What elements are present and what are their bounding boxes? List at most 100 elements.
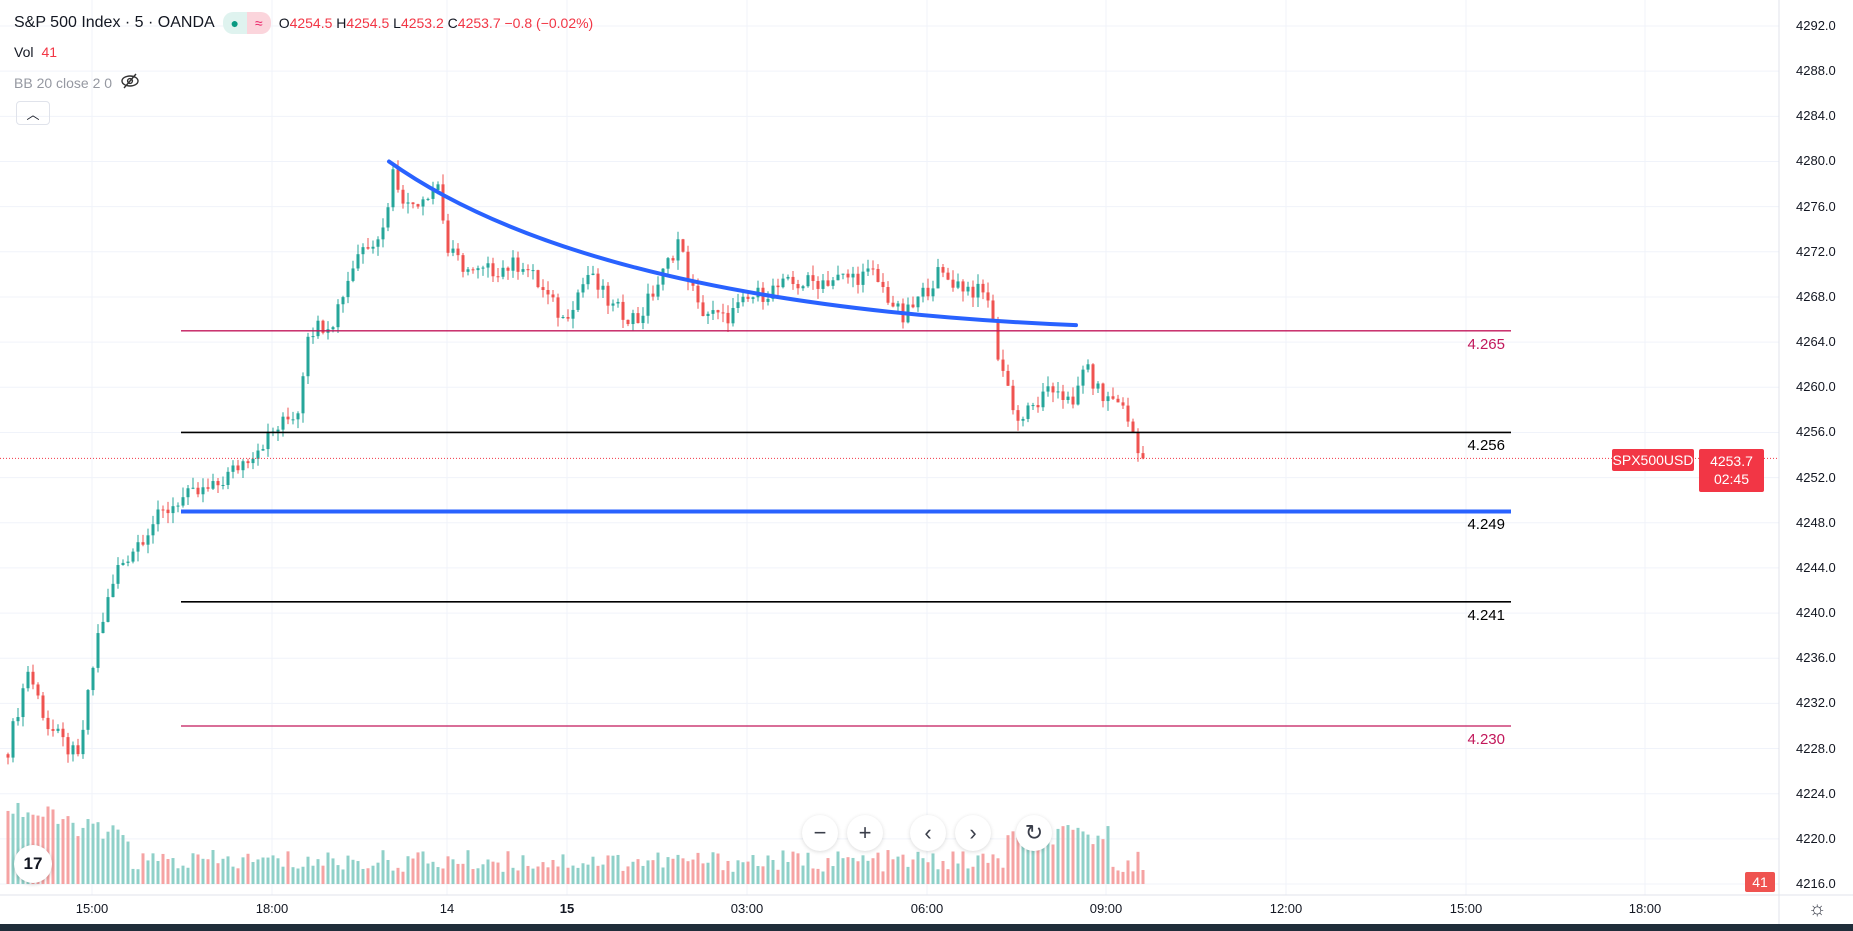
volume-bar — [741, 862, 745, 884]
candle-body — [56, 728, 60, 731]
candle-body — [766, 298, 770, 302]
candle-body — [971, 286, 975, 298]
volume-bar — [86, 819, 90, 884]
ohlc-l-label: L — [393, 15, 401, 31]
volume-bar — [551, 859, 555, 884]
candle-body — [1131, 421, 1135, 433]
price-tick-label: 4240.0 — [1796, 605, 1836, 621]
zoom-out-button[interactable]: − — [802, 815, 838, 851]
eye-hidden-icon[interactable] — [120, 73, 140, 92]
volume-bar — [456, 863, 460, 884]
candle-body — [131, 551, 135, 562]
ohlc-low: 4253.2 — [400, 15, 444, 31]
collapse-legend-button[interactable]: ︿ — [16, 101, 50, 125]
candle-body — [251, 458, 255, 464]
volume-bar — [876, 852, 880, 884]
volume-bar — [1111, 866, 1115, 884]
volume-bar — [1086, 834, 1090, 884]
candle-body — [81, 729, 85, 755]
candle-body — [541, 287, 545, 291]
volume-bar — [951, 851, 955, 884]
candle-body — [841, 273, 845, 275]
volume-bar — [1016, 830, 1020, 884]
candle-body — [111, 583, 115, 598]
legend-indicator[interactable]: BB 20 close 2 0 — [14, 73, 140, 92]
volume-bar — [461, 863, 465, 884]
candle-body — [16, 717, 20, 722]
volume-bar — [656, 852, 660, 884]
candle-body — [286, 416, 290, 420]
candle-body — [206, 487, 210, 489]
legend-volume[interactable]: Vol 41 — [14, 44, 57, 60]
symbol-title[interactable]: S&P 500 Index · 5 · OANDA — [14, 14, 215, 31]
volume-bar — [681, 858, 685, 884]
candle-body — [136, 542, 140, 552]
scroll-right-button[interactable]: › — [955, 815, 991, 851]
candle-body — [1061, 391, 1065, 400]
volume-bar — [246, 853, 250, 884]
candle-body — [976, 283, 980, 298]
scroll-left-button[interactable]: ‹ — [910, 815, 946, 851]
candle-body — [616, 301, 620, 304]
volume-bar — [611, 855, 615, 884]
volume-bar — [1011, 831, 1015, 884]
volume-bar — [11, 813, 15, 884]
time-tick-label: 03:00 — [730, 901, 764, 916]
price-tick-label: 4268.0 — [1796, 288, 1836, 304]
candle-body — [706, 313, 710, 316]
candle-body — [106, 597, 110, 622]
volume-bar — [931, 853, 935, 884]
volume-bar — [641, 865, 645, 884]
volume-bar — [696, 852, 700, 884]
time-tick-label: 14 — [439, 901, 455, 916]
zoom-in-button[interactable]: + — [847, 815, 883, 851]
volume-bar — [366, 868, 370, 884]
candle-body — [876, 268, 880, 282]
candle-body — [891, 302, 895, 307]
settings-gear-icon[interactable]: ☼ — [1808, 898, 1827, 920]
volume-bar — [276, 858, 280, 884]
volume-bar — [271, 855, 275, 884]
candle-body — [1011, 385, 1015, 411]
candle-body — [266, 431, 270, 450]
volume-bar — [526, 865, 530, 884]
volume-bar — [316, 859, 320, 884]
volume-bar — [111, 825, 115, 884]
volume-bar — [781, 850, 785, 884]
candle-body — [451, 248, 455, 253]
candle-body — [196, 487, 200, 495]
candle-body — [91, 667, 95, 691]
volume-bar — [446, 856, 450, 884]
volume-bar — [581, 863, 585, 884]
volume-bar — [186, 867, 190, 884]
candle-body — [986, 292, 990, 301]
reset-chart-button[interactable]: ↻ — [1016, 815, 1052, 851]
candle-body — [681, 239, 685, 252]
volume-bar — [601, 864, 605, 884]
candle-body — [1021, 418, 1025, 421]
candle-body — [606, 285, 610, 306]
candle-body — [126, 561, 130, 563]
candle-body — [166, 509, 170, 514]
status-pill[interactable]: ● ≈ — [222, 12, 271, 34]
volume-bar — [161, 853, 165, 884]
ohlc-h-label: H — [336, 15, 347, 31]
time-tick-label: 18:00 — [1628, 901, 1662, 916]
candle-body — [611, 303, 615, 306]
volume-bar — [281, 866, 285, 884]
volume-bar — [636, 859, 640, 884]
candle-body — [666, 258, 670, 269]
candle-body — [281, 416, 285, 430]
volume-bar — [301, 866, 305, 884]
volume-bar — [686, 861, 690, 884]
candle-body — [951, 279, 955, 288]
candle-body — [831, 280, 835, 286]
volume-bar — [376, 862, 380, 884]
candle-body — [731, 307, 735, 324]
volume-bar — [1136, 851, 1140, 884]
volume-bar — [701, 863, 705, 884]
candle-body — [116, 565, 120, 584]
tradingview-logo[interactable]: 17 — [14, 845, 52, 883]
volume-bar — [286, 851, 290, 884]
